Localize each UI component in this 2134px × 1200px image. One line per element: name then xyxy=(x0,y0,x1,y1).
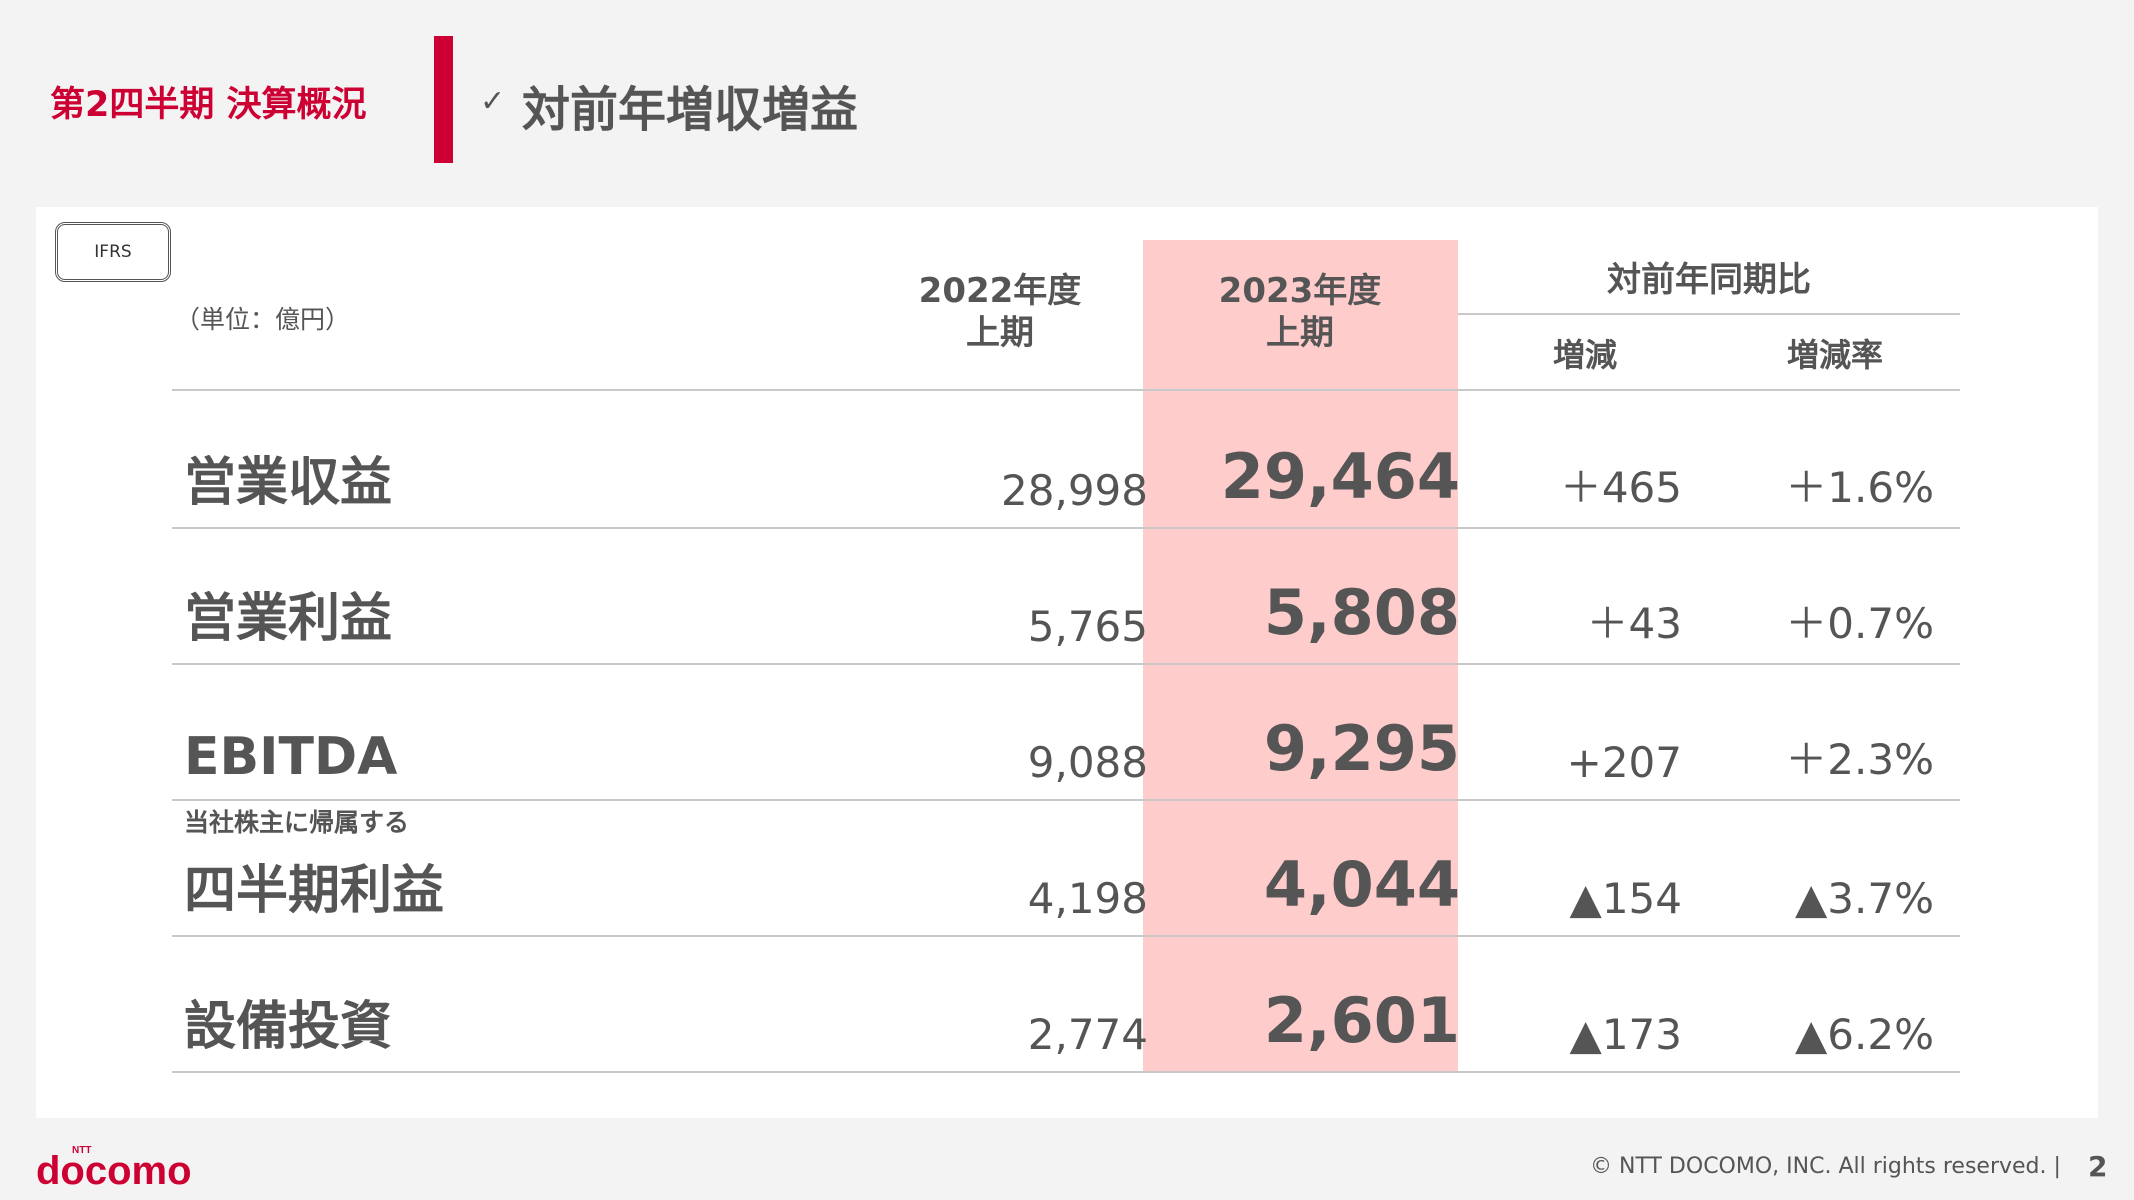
value-rate: ＋0.7% xyxy=(1785,599,1934,648)
current-period-highlight xyxy=(1143,240,1458,1071)
content-panel xyxy=(36,207,2098,1118)
page-title: 対前年増収増益 xyxy=(522,82,859,138)
header-divider xyxy=(172,389,1960,391)
page-number: 2 xyxy=(2088,1150,2108,1183)
value-2023: 9,295 xyxy=(1263,712,1460,785)
docomo-logo: NTT docomo xyxy=(36,1145,192,1188)
value-2023: 2,601 xyxy=(1263,984,1460,1057)
value-change: ＋465 xyxy=(1559,463,1682,512)
section-title: 第2四半期 決算概況 xyxy=(50,85,367,125)
value-2022: 28,998 xyxy=(1001,466,1148,515)
table-row: 営業利益 5,765 5,808 ＋43 ＋0.7% xyxy=(172,527,1960,665)
value-2023: 5,808 xyxy=(1263,576,1460,649)
row-label: 四半期利益 xyxy=(184,861,445,921)
value-2023: 29,464 xyxy=(1220,440,1460,513)
table-row: 当社株主に帰属する 四半期利益 4,198 4,044 ▲154 ▲3.7% xyxy=(172,799,1960,937)
table-row: 設備投資 2,774 2,601 ▲173 ▲6.2% xyxy=(172,935,1960,1073)
unit-label: （単位：億円） xyxy=(175,305,351,334)
column-group-yoy: 対前年同期比 xyxy=(1607,260,1811,300)
value-2022: 2,774 xyxy=(1027,1010,1148,1059)
value-2022: 5,765 xyxy=(1027,602,1148,651)
column-header-2022-period: 上期 xyxy=(966,313,1034,353)
value-rate: ▲6.2% xyxy=(1794,1010,1934,1059)
row-label: 設備投資 xyxy=(184,997,393,1057)
column-header-change: 増減 xyxy=(1552,336,1617,374)
group-header-divider xyxy=(1458,313,1960,315)
value-rate: ＋2.3% xyxy=(1785,735,1934,784)
ifrs-badge: IFRS xyxy=(55,222,171,282)
column-header-rate: 増減率 xyxy=(1786,336,1883,374)
value-2022: 4,198 xyxy=(1027,874,1148,923)
table-row: 営業収益 28,998 29,464 ＋465 ＋1.6% xyxy=(172,391,1960,529)
value-rate: ▲3.7% xyxy=(1794,874,1934,923)
header-divider-bar xyxy=(434,36,453,163)
copyright: © NTT DOCOMO, INC. All rights reserved. … xyxy=(1590,1154,2061,1179)
value-rate: ＋1.6% xyxy=(1785,463,1934,512)
value-change: +207 xyxy=(1566,738,1682,787)
value-change: ▲173 xyxy=(1569,1010,1682,1059)
column-header-2022-year: 2022年度 xyxy=(918,271,1082,311)
value-change: ▲154 xyxy=(1569,874,1682,923)
logo-ntt-text: NTT xyxy=(72,1145,91,1156)
table-row: EBITDA 9,088 9,295 +207 ＋2.3% xyxy=(172,663,1960,801)
logo-docomo-text: docomo xyxy=(36,1149,192,1188)
value-change: ＋43 xyxy=(1586,599,1682,648)
column-header-2022: 2022年度 上期 xyxy=(890,270,1110,354)
row-label: EBITDA xyxy=(184,727,398,787)
value-2023: 4,044 xyxy=(1263,848,1460,921)
checkmark-icon: ✓ xyxy=(480,84,506,119)
row-label: 営業利益 xyxy=(184,589,393,649)
column-header-2023-period: 上期 xyxy=(1266,313,1334,353)
row-sublabel: 当社株主に帰属する xyxy=(184,808,410,837)
value-2022: 9,088 xyxy=(1027,738,1148,787)
column-header-2023-year: 2023年度 xyxy=(1218,271,1382,311)
column-header-2023: 2023年度 上期 xyxy=(1190,270,1410,354)
row-label: 営業収益 xyxy=(184,453,393,513)
